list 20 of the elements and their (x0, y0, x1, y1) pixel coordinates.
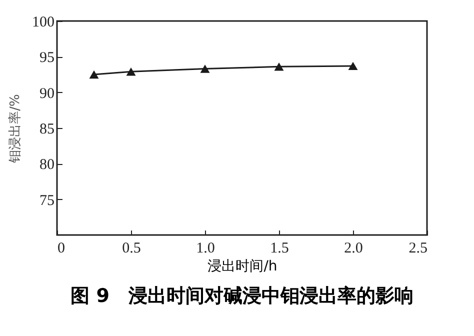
x-tick-label: 1.5 (270, 240, 289, 256)
x-tick-label: 2.5 (408, 240, 428, 256)
x-tick-label: 0.5 (122, 240, 141, 256)
x-axis-title: 浸出时间/h (208, 258, 278, 274)
text: 图 9 浸出时间对碱浸中钼浸出率的影响 (70, 285, 414, 307)
x-tick-label: 2.0 (344, 240, 363, 256)
x-tick-label: 0 (58, 240, 65, 256)
y-tick-label: 95 (40, 50, 54, 66)
point (274, 62, 284, 71)
point (126, 68, 136, 76)
y-tick-label: 80 (40, 157, 54, 174)
y-tick-label: 100 (32, 14, 54, 30)
y-tick-label: 75 (40, 192, 54, 209)
x-tick-label: 1.0 (196, 240, 215, 256)
point (89, 70, 99, 79)
y-tick-label: 85 (40, 122, 54, 138)
y-tick-label: 90 (40, 86, 54, 102)
point (348, 62, 358, 70)
y-axis-title: 钼浸出率/% (7, 94, 23, 164)
point (200, 64, 210, 73)
